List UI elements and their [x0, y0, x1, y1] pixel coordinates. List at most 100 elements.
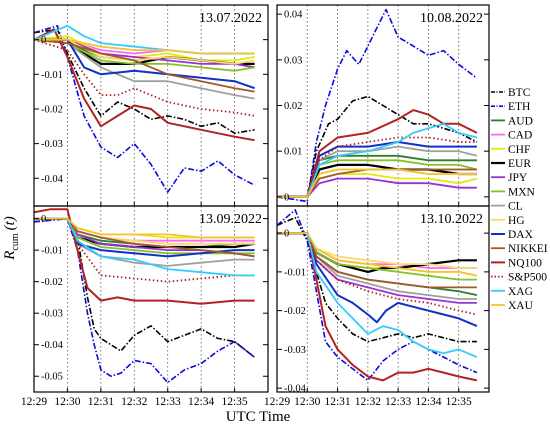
series-line-eth [277, 209, 478, 382]
series-line-nq100 [34, 208, 255, 305]
legend-item-nq100: NQ100 [491, 257, 542, 269]
panel-title: 10.08.2022 [420, 11, 483, 26]
y-tick-label: 0 [41, 214, 46, 225]
series-line-chf [34, 35, 255, 62]
y-tick-label: -0.03 [284, 345, 306, 356]
series-line-sp500 [34, 217, 255, 283]
panel-3: -0.05 -0.04 -0.03 -0.02 -0.01 0 12:29 12:30 12:3… [21, 205, 269, 408]
y-tick-label: -0.02 [41, 277, 63, 288]
series-line-btc [34, 28, 255, 134]
legend-label: S&P500 [508, 272, 547, 284]
legend-item-xau: XAU [491, 300, 534, 312]
y-tick-label: -0.02 [284, 306, 306, 317]
legend: BTC ETH AUD CAD CHF EUR JPY MXN CL HG DAX NIKKEI NQ1… [491, 87, 548, 312]
x-tick-label: 12:34 [415, 396, 441, 408]
series-line-sp500 [277, 232, 478, 316]
x-tick-label: 12:30 [294, 396, 320, 408]
x-axis-label: UTC Time [226, 409, 291, 425]
y-tick-label: -0.01 [284, 267, 306, 278]
legend-label: NQ100 [508, 257, 542, 269]
series-line-nq100 [34, 28, 255, 142]
x-tick-label: 12:29 [21, 396, 47, 408]
y-tick-label: -0.02 [41, 104, 63, 115]
y-tick-label: -0.01 [41, 246, 63, 257]
y-tick-label: -0.05 [41, 372, 63, 383]
x-tick-label: 12:31 [88, 396, 114, 408]
legend-label: AUD [508, 115, 533, 127]
y-tick-label: 0 [284, 229, 289, 240]
series-line-nq100 [277, 109, 478, 198]
legend-item-mxn: MXN [491, 186, 536, 198]
y-axis-label-sub: cum [10, 233, 21, 250]
series-line-eth [34, 25, 255, 193]
series-line-xag [277, 232, 478, 358]
y-tick-label: 0.02 [284, 101, 302, 112]
y-tick-label: 0 [284, 192, 289, 203]
series-line-dax [277, 232, 478, 328]
series-line-xag [34, 217, 255, 277]
x-tick-label: 12:30 [54, 396, 80, 408]
y-tick-label: -0.01 [41, 70, 63, 81]
series-line-xau [277, 232, 478, 277]
legend-item-chf: CHF [491, 144, 530, 156]
panel-frame [276, 205, 490, 393]
legend-label: NIKKEI [508, 243, 548, 255]
legend-label: JPY [508, 172, 528, 184]
x-tick-label: 12:32 [355, 396, 381, 408]
y-tick-label: -0.04 [41, 174, 64, 185]
legend-label: MXN [508, 186, 536, 198]
panel-title: 13.09.2022 [199, 212, 262, 227]
legend-item-dax: DAX [491, 229, 534, 241]
svg-text:Rcum(t): Rcum (t) [2, 216, 21, 261]
series-line-dax [34, 38, 255, 90]
panel-frame [33, 4, 269, 207]
legend-item-eth: ETH [491, 101, 530, 113]
legend-label: EUR [508, 158, 531, 170]
x-tick-label: 12:34 [188, 396, 214, 408]
y-axis-label: Rcum (t) [2, 216, 21, 261]
legend-label: CL [508, 201, 523, 213]
legend-item-xag: XAG [491, 286, 533, 298]
y-tick-label: 0.03 [284, 55, 302, 66]
panel-frame [33, 205, 269, 393]
series-line-sp500 [34, 38, 255, 117]
panel-2: 0 0.01 0.02 0.03 0.04 10.08.2022 [276, 4, 490, 207]
series-line-xau [277, 168, 477, 198]
x-tick-label: 12:35 [446, 396, 472, 408]
panel-4: -0.04 -0.03 -0.02 -0.01 0 12:29 12:30 12:31 12:3… [264, 205, 490, 408]
legend-item-eur: EUR [491, 158, 531, 170]
series-line-btc [277, 95, 478, 198]
y-tick-label: -0.03 [41, 139, 63, 150]
series-line-eth [34, 217, 256, 384]
legend-item-aud: AUD [491, 115, 533, 127]
legend-item-jpy: JPY [491, 172, 528, 184]
y-tick-label: -0.03 [41, 309, 63, 320]
y-axis-label-main: R [2, 251, 18, 261]
legend-label: DAX [508, 229, 534, 241]
legend-item-cad: CAD [491, 130, 532, 142]
x-tick-label: 12:29 [264, 396, 290, 408]
series-line-mxn [34, 38, 255, 72]
legend-label: XAG [508, 286, 533, 298]
legend-label: BTC [508, 87, 531, 99]
y-tick-label: -0.04 [284, 384, 307, 395]
legend-item-hg: HG [491, 215, 525, 227]
legend-item-nikkei: NIKKEI [491, 243, 548, 255]
series-line-nq100 [277, 232, 478, 382]
y-tick-label: -0.04 [41, 340, 64, 351]
panel-1: -0.04 -0.03 -0.02 -0.01 0 13.07.2022 [33, 4, 269, 207]
x-tick-label: 12:31 [324, 396, 350, 408]
series-line-xau [34, 217, 255, 239]
series-line-nikkei [34, 38, 255, 93]
x-tick-label: 12:33 [155, 396, 181, 408]
panel-title: 13.10.2022 [420, 212, 483, 227]
series-line-hg [34, 38, 255, 65]
y-tick-label: 0.04 [284, 10, 303, 21]
series-line-nikkei [277, 232, 477, 289]
legend-label: CHF [508, 144, 530, 156]
x-tick-label: 12:35 [221, 396, 247, 408]
legend-label: ETH [508, 101, 530, 113]
x-tick-label: 12:33 [385, 396, 411, 408]
legend-item-cl: CL [491, 201, 523, 213]
